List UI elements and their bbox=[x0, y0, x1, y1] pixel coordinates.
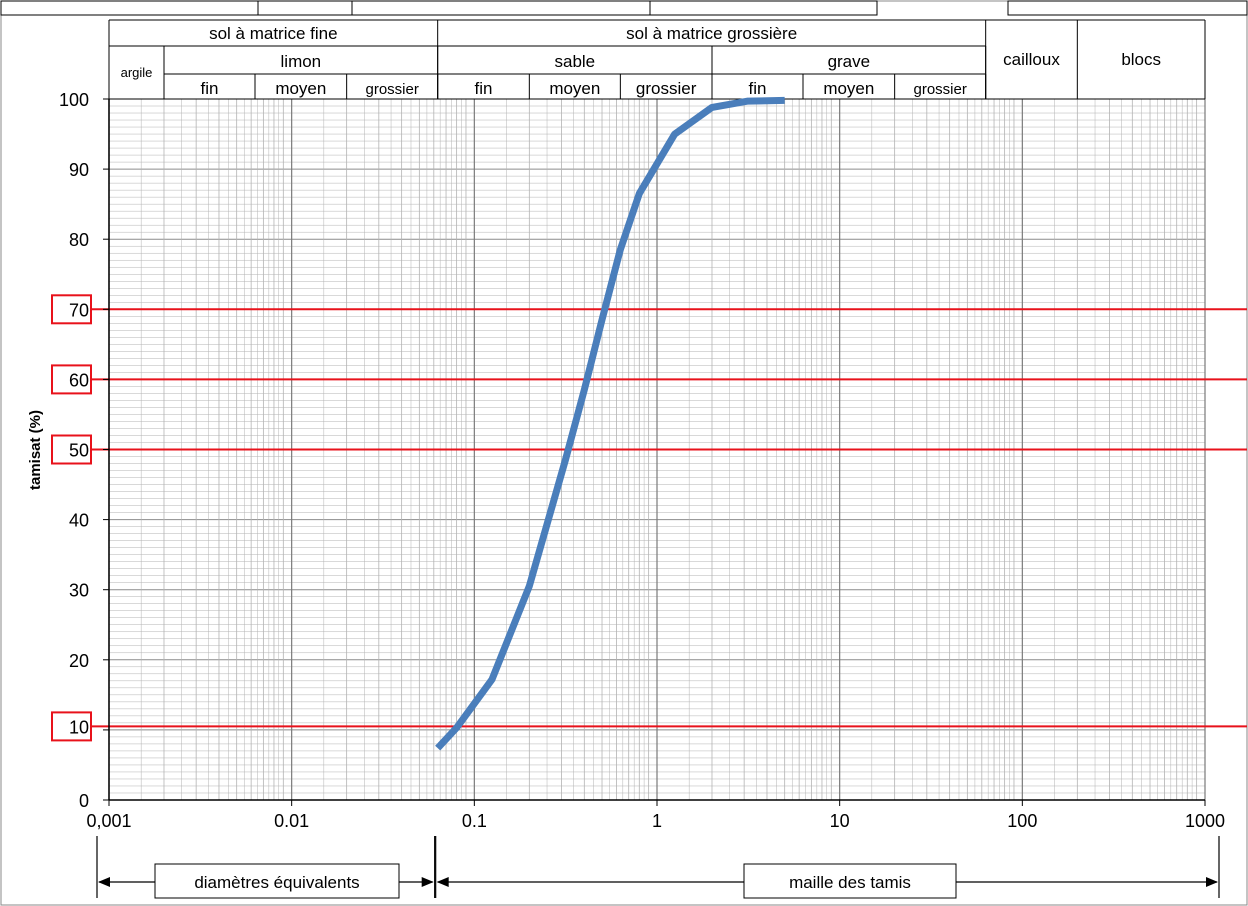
header-label: sol à matrice fine bbox=[209, 24, 338, 43]
y-tick-label: 80 bbox=[69, 230, 89, 250]
header-label: fin bbox=[201, 79, 219, 98]
reference-label: 10 bbox=[69, 717, 89, 737]
x-tick-label: 100 bbox=[1007, 811, 1037, 831]
series-line bbox=[435, 96, 785, 751]
header-label: fin bbox=[749, 79, 767, 98]
reference-label: 50 bbox=[69, 441, 89, 461]
axes: 0 20 30 40 80 90 100 0,001 0.01 0.1 1 10 100 1000 bbox=[59, 90, 1225, 831]
reference-label-box bbox=[51, 294, 92, 325]
header-label: blocs bbox=[1121, 50, 1161, 69]
top-strip bbox=[0, 0, 1248, 16]
annotation-box bbox=[154, 863, 400, 899]
annotation-arrowhead bbox=[421, 877, 434, 887]
x-tick-label: 1000 bbox=[1185, 811, 1225, 831]
header-label: cailloux bbox=[1003, 50, 1060, 69]
x-tick-label: 0.01 bbox=[274, 811, 309, 831]
x-tick-label: 10 bbox=[830, 811, 850, 831]
header-label: moyen bbox=[275, 79, 326, 98]
header-label: fin bbox=[475, 79, 493, 98]
x-tick-label: 0.1 bbox=[462, 811, 487, 831]
annotation-arrowhead bbox=[98, 877, 110, 887]
classification-header: sol à matrice fine sol à matrice grossièr… bbox=[108, 19, 1206, 100]
header-label: grossier bbox=[636, 79, 697, 98]
annotation-arrowhead bbox=[436, 877, 449, 887]
annotation-label: maille des tamis bbox=[789, 873, 911, 892]
y-tick-label: 0 bbox=[79, 791, 89, 811]
annotation-box bbox=[743, 863, 957, 899]
header-label: moyen bbox=[823, 79, 874, 98]
y-tick-label: 40 bbox=[69, 511, 89, 531]
reference-label: 70 bbox=[69, 300, 89, 320]
header-label: sol à matrice grossière bbox=[626, 24, 797, 43]
reference-lines: 70 60 50 10 bbox=[51, 294, 1247, 742]
y-tick-label: 100 bbox=[59, 90, 89, 110]
header-label: sable bbox=[555, 52, 596, 71]
reference-label: 60 bbox=[69, 370, 89, 390]
header-label: grossier bbox=[365, 81, 418, 98]
reference-label-box bbox=[51, 434, 92, 465]
header-label: grave bbox=[828, 52, 871, 71]
annotation-arrowhead bbox=[1206, 877, 1218, 887]
header-label: argile bbox=[121, 65, 153, 80]
reference-label-box bbox=[51, 711, 92, 742]
header-label: limon bbox=[281, 52, 322, 71]
y-tick-label: 30 bbox=[69, 581, 89, 601]
header-label: grossier bbox=[913, 81, 966, 98]
y-tick-label: 20 bbox=[69, 651, 89, 671]
annotation-label: diamètres équivalents bbox=[194, 873, 359, 892]
y-tick-label: 90 bbox=[69, 160, 89, 180]
bottom-annotations: diamètres équivalents maille des tamis bbox=[96, 836, 1220, 899]
x-tick-label: 1 bbox=[652, 811, 662, 831]
series-layer bbox=[435, 96, 785, 751]
x-tick-label: 0,001 bbox=[86, 811, 131, 831]
y-axis-label: tamisat (%) bbox=[27, 410, 44, 490]
header-label: moyen bbox=[549, 79, 600, 98]
reference-label-box bbox=[51, 364, 92, 395]
